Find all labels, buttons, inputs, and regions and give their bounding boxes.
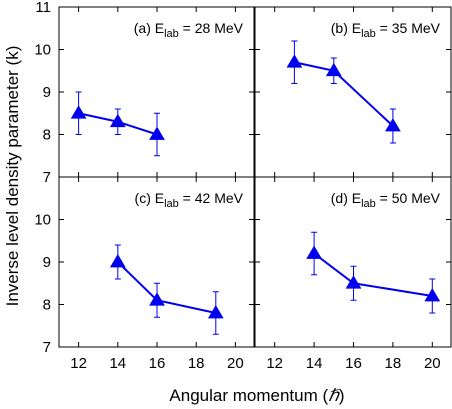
panel-label: (d) Elab = 50 MeV xyxy=(331,190,441,210)
data-point xyxy=(109,113,126,128)
x-axis-title-symbol: ℏ xyxy=(328,386,340,405)
x-tick-label: 14 xyxy=(109,355,126,372)
x-tick-label: 12 xyxy=(266,355,283,372)
panel-label-subscript: lab xyxy=(164,198,179,210)
x-tick-label: 16 xyxy=(149,355,166,372)
y-tick-label: 8 xyxy=(43,127,51,144)
panel-b: (b) Elab = 35 MeV xyxy=(254,6,452,178)
x-tick-label: 20 xyxy=(424,355,441,372)
panel-label-suffix: = 50 MeV xyxy=(376,190,441,206)
data-point xyxy=(306,245,322,259)
data-point xyxy=(149,292,165,306)
panel-label-suffix: = 42 MeV xyxy=(179,190,244,206)
panel-label-prefix: (b) E xyxy=(331,20,361,36)
x-tick-label: 16 xyxy=(345,355,362,372)
panel-label-prefix: (c) E xyxy=(135,190,165,206)
y-tick-label: 10 xyxy=(34,42,51,59)
data-point xyxy=(286,54,303,68)
panel-d: 12 14 16 18 20 (d) Elab = 50 MeV xyxy=(254,176,452,372)
y-tick-label: 9 xyxy=(43,84,51,101)
panel-label: (c) Elab = 42 MeV xyxy=(135,190,244,210)
x-axis-title: Angular momentum (ℏ) xyxy=(169,386,344,405)
y-tick-label: 8 xyxy=(43,297,51,314)
data-point xyxy=(149,126,165,140)
series-line xyxy=(294,61,394,127)
panel-label-prefix: (d) E xyxy=(331,190,361,206)
data-point xyxy=(345,275,362,289)
panel-label-subscript: lab xyxy=(164,28,179,40)
panel-label: (b) Elab = 35 MeV xyxy=(331,20,441,40)
data-point xyxy=(109,254,126,268)
y-tick-label: 11 xyxy=(35,0,51,16)
x-tick-label: 12 xyxy=(70,355,87,372)
x-tick-label: 14 xyxy=(306,355,323,372)
x-axis-title-text: Angular momentum ( xyxy=(169,386,328,405)
data-point xyxy=(424,288,441,302)
x-axis-title-close: ) xyxy=(339,386,345,405)
data-point xyxy=(385,118,401,132)
panel-label-subscript: lab xyxy=(361,198,376,210)
y-tick-label: 9 xyxy=(43,254,51,271)
y-axis-title: Inverse level density parameter (k) xyxy=(3,46,22,307)
panel-c: 7 8 9 10 12 14 16 18 20 (c) Elab = 42 MeV xyxy=(34,176,255,372)
panel-label-prefix: (a) E xyxy=(134,20,164,36)
panel-label-suffix: = 28 MeV xyxy=(179,20,244,36)
panel-a: 7 8 9 10 11 (a) Elab = 28 MeV xyxy=(34,0,255,186)
x-tick-label: 18 xyxy=(188,355,205,372)
x-tick-label: 20 xyxy=(227,355,244,372)
y-tick-label: 7 xyxy=(43,339,51,356)
panel-label-suffix: = 35 MeV xyxy=(376,20,441,36)
series-line xyxy=(117,261,217,314)
data-point xyxy=(207,305,224,319)
panel-label: (a) Elab = 28 MeV xyxy=(134,20,244,40)
data-point xyxy=(70,105,87,119)
y-tick-label: 10 xyxy=(34,212,51,229)
x-tick-label: 18 xyxy=(385,355,402,372)
series-line xyxy=(313,252,433,297)
panel-label-subscript: lab xyxy=(361,28,376,40)
y-tick-label: 7 xyxy=(43,169,51,186)
data-point xyxy=(325,62,342,77)
